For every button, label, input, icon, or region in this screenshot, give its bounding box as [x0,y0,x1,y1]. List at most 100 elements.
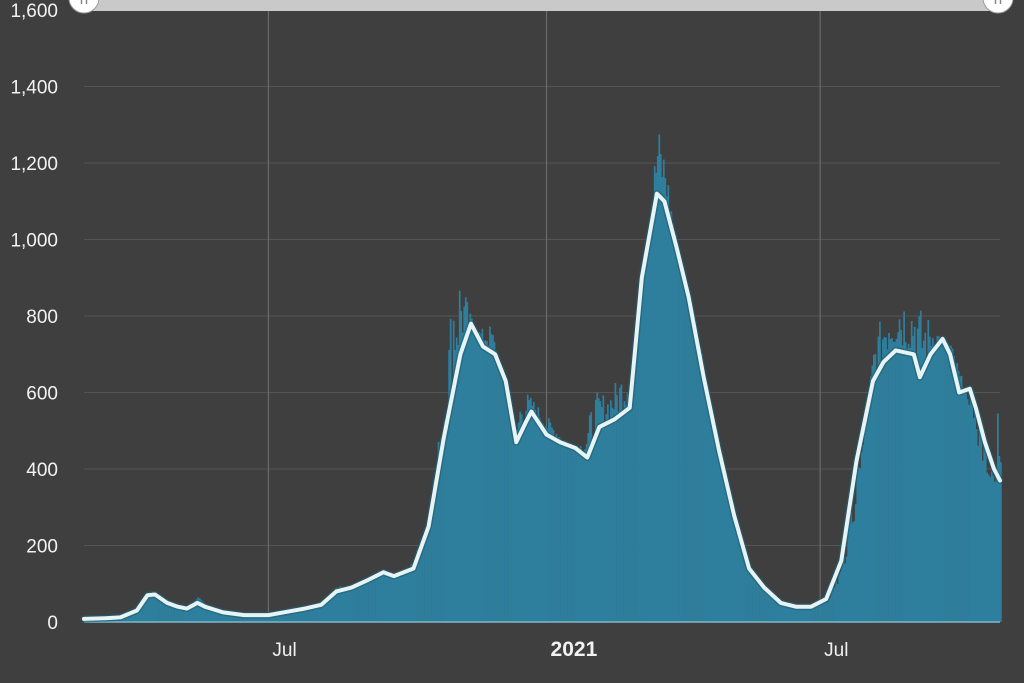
bar [679,259,682,622]
bar [356,585,358,622]
bar [220,611,222,622]
bar [158,596,160,622]
bar [916,328,919,622]
bar [764,588,766,622]
bar [736,527,739,622]
bar [709,406,712,622]
bar [209,606,212,622]
bar [204,604,207,622]
bar [696,333,698,622]
bar [809,606,812,622]
bar [746,558,748,622]
bar [492,335,494,622]
bar [996,413,999,622]
bar [372,575,375,622]
bar [348,587,351,622]
bar [408,568,411,622]
bar [718,460,721,622]
bar [165,602,168,622]
bar [422,535,425,622]
bar [557,438,559,622]
bar [263,615,266,622]
bar [827,600,830,622]
bar [501,371,503,622]
bar [631,369,633,622]
bar [424,534,426,622]
bar [455,337,458,622]
bar [798,606,801,622]
bar [596,392,599,622]
bar [611,407,614,622]
bar [847,521,850,622]
bar [582,452,585,622]
bar [538,417,541,622]
bar [226,612,228,622]
bar [392,575,395,622]
range-scroller[interactable] [68,0,1014,14]
bar [244,615,246,622]
bar [171,605,174,622]
bar [295,610,298,622]
bar [183,607,186,622]
scroller-handle-right[interactable] [982,0,1014,14]
bar [138,606,141,622]
bar [182,608,184,622]
bar [425,527,428,622]
bar [838,573,840,622]
bar [461,332,464,622]
bar [966,399,969,622]
scroller-handle-left[interactable] [68,0,100,14]
bar [294,611,296,622]
bar [883,336,886,622]
bar [337,588,340,622]
bar [820,602,822,622]
bar [805,606,807,622]
bar [785,604,788,622]
bar [681,266,683,622]
bar [262,616,265,622]
bar [661,177,664,622]
bar [207,606,210,622]
bar [129,613,132,622]
bar [260,616,263,622]
bar [210,607,213,622]
bar [619,387,621,622]
bar [972,417,975,622]
bar [735,531,738,622]
bar [715,441,718,622]
bar [623,400,626,622]
bar [543,429,546,622]
bar [467,323,470,622]
bar [694,324,697,622]
bar [440,439,443,622]
bar [659,153,662,622]
bar-series [84,134,1002,623]
bar [913,326,916,622]
bar [330,593,333,622]
bar [833,587,836,622]
bar [442,437,444,622]
bar [959,376,961,622]
bar [548,418,550,622]
bar [390,574,393,622]
scroller-track[interactable] [84,0,998,11]
bar [144,597,147,622]
bar [789,605,792,622]
bar [578,450,580,622]
bar [396,576,399,622]
bar [684,281,686,622]
bar [458,290,461,622]
bar [647,237,650,622]
bar [153,593,156,622]
bar [954,366,957,622]
bar [814,605,816,622]
bar [671,224,674,622]
bar [446,413,449,622]
bar [928,336,931,622]
bar [699,348,701,622]
bar [782,603,785,622]
bar [826,601,828,622]
bar [371,576,373,622]
bar [117,620,119,622]
bar [897,332,899,622]
